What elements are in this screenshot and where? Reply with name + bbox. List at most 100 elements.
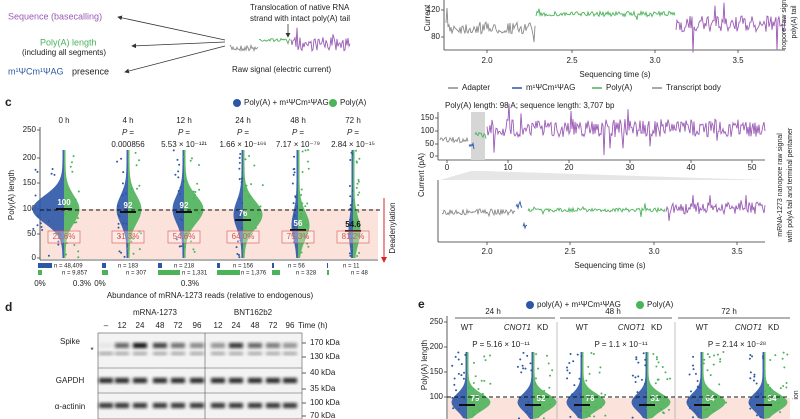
blot-band xyxy=(115,343,129,348)
jitter-dot xyxy=(358,191,361,194)
label: 35 kDa xyxy=(310,384,336,393)
jitter-dot xyxy=(578,377,581,380)
jitter-dot xyxy=(132,252,135,255)
legend-dot xyxy=(233,99,241,107)
jitter-dot xyxy=(652,399,655,402)
label: n = 1,331 xyxy=(182,271,208,277)
jitter-dot xyxy=(634,380,637,383)
signal-full xyxy=(439,136,469,144)
jitter-dot xyxy=(134,151,137,154)
label: P = xyxy=(122,128,134,137)
label: 92 xyxy=(124,201,133,210)
abundance-bar xyxy=(38,263,52,268)
jitter-dot xyxy=(135,164,138,167)
jitter-dot xyxy=(357,193,360,196)
abundance-bar xyxy=(327,263,328,268)
jitter-dot xyxy=(236,252,239,255)
label: 50 xyxy=(425,139,434,148)
zoom-link xyxy=(440,171,765,180)
jitter-dot xyxy=(702,362,705,365)
label: Time (h) xyxy=(298,321,328,330)
jitter-dot xyxy=(686,400,689,403)
jitter-dot xyxy=(534,383,537,386)
blot-band xyxy=(211,352,225,355)
violin-shape xyxy=(582,352,606,419)
jitter-dot xyxy=(291,182,294,185)
abundance-bar xyxy=(217,263,220,268)
violin-shape xyxy=(748,352,764,419)
jitter-dot xyxy=(189,159,192,162)
jitter-dot xyxy=(476,398,479,401)
jitter-dot xyxy=(528,412,531,415)
jitter-dot xyxy=(779,387,782,390)
jitter-dot xyxy=(696,412,699,415)
jitter-dot xyxy=(69,165,72,168)
arrow xyxy=(131,41,226,49)
jitter-dot xyxy=(238,254,241,257)
jitter-dot xyxy=(521,364,524,367)
mod-label: m¹ΨCm¹ΨAG xyxy=(8,66,64,76)
jitter-dot xyxy=(752,379,755,382)
label: 3.5 xyxy=(731,247,743,256)
label: 100 xyxy=(421,126,435,135)
label: 75.3% xyxy=(287,232,310,241)
jitter-dot xyxy=(307,245,310,248)
jitter-dot xyxy=(716,353,719,356)
jitter-dot xyxy=(655,356,658,359)
label: P = xyxy=(178,128,190,137)
jitter-dot xyxy=(300,188,303,191)
label: n = 48,409 xyxy=(54,264,83,270)
jitter-dot xyxy=(719,360,722,363)
jitter-dot xyxy=(349,218,352,221)
jitter-dot xyxy=(472,381,475,384)
jitter-dot xyxy=(177,190,180,193)
legend-dot xyxy=(329,99,337,107)
signal-zoom xyxy=(665,194,766,221)
label: 200 xyxy=(430,342,444,351)
jitter-dot xyxy=(122,171,125,174)
violin-shape xyxy=(764,352,788,419)
jitter-dot xyxy=(457,351,460,354)
jitter-dot xyxy=(356,255,359,258)
jitter-dot xyxy=(631,374,634,377)
jitter-dot xyxy=(350,249,353,252)
jitter-dot xyxy=(599,366,602,369)
jitter-dot xyxy=(131,236,134,239)
label: 150 xyxy=(421,113,435,122)
jitter-dot xyxy=(600,392,603,395)
jitter-dot xyxy=(74,198,77,201)
jitter-dot xyxy=(172,149,175,152)
jitter-dot xyxy=(525,411,528,414)
jitter-dot xyxy=(250,183,253,186)
jitter-dot xyxy=(178,163,181,166)
jitter-dot xyxy=(179,186,182,189)
label: CNOT1 xyxy=(618,323,645,332)
jitter-dot xyxy=(756,392,759,395)
jitter-dot xyxy=(454,355,457,358)
jitter-dot xyxy=(183,155,186,158)
abundance-bar xyxy=(272,270,280,275)
blot-band xyxy=(266,403,280,408)
jitter-dot xyxy=(64,253,67,256)
signal-zoom xyxy=(527,203,666,217)
jitter-dot xyxy=(138,248,141,251)
label: 31 xyxy=(651,394,660,403)
jitter-dot xyxy=(355,160,358,163)
jitter-dot xyxy=(352,221,355,224)
label: 34 xyxy=(768,394,777,403)
jitter-dot xyxy=(180,245,183,248)
jitter-dot xyxy=(781,357,784,360)
label: Poly(A) + m¹ΨCm¹ΨAG xyxy=(244,98,329,107)
jitter-dot xyxy=(34,194,37,197)
jitter-dot xyxy=(239,239,242,242)
jitter-dot xyxy=(240,177,243,180)
jitter-dot xyxy=(692,416,695,419)
arrow xyxy=(117,15,226,41)
jitter-dot xyxy=(645,391,648,394)
signal-schematic xyxy=(229,43,259,52)
label: 24 xyxy=(232,321,241,330)
label: 3.0 xyxy=(648,247,660,256)
label: 76 xyxy=(586,394,595,403)
jitter-dot xyxy=(516,365,519,368)
label: mRNA-1273 xyxy=(133,308,178,317)
